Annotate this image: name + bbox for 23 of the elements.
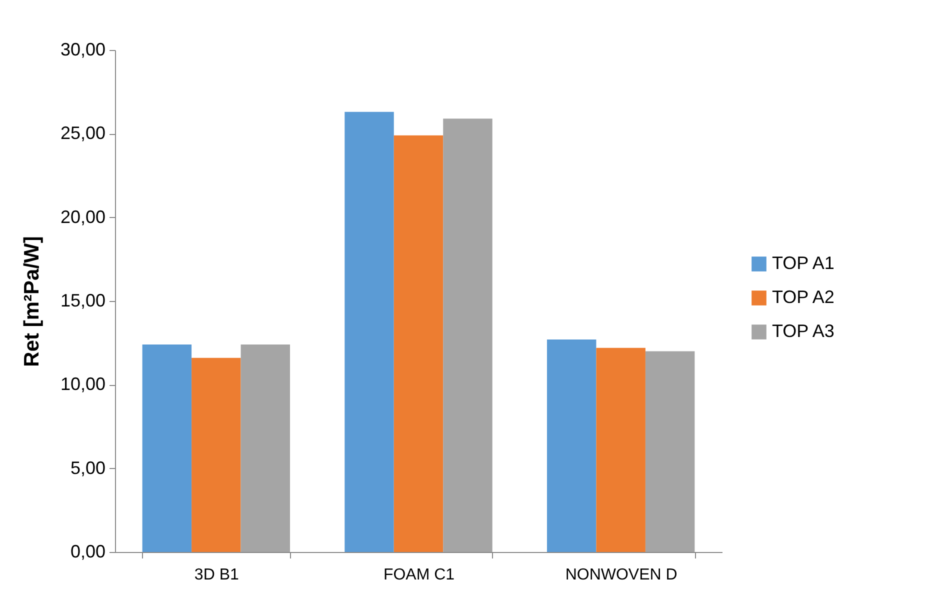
y-tick-label: 10,00 xyxy=(60,374,106,394)
bar xyxy=(443,118,492,552)
bar xyxy=(344,112,394,552)
bar xyxy=(240,344,290,552)
y-axis-title: Ret [m²Pa/W] xyxy=(20,236,44,367)
bar xyxy=(645,351,695,552)
legend-label: TOP A2 xyxy=(772,287,834,307)
bar xyxy=(142,344,192,552)
y-tick-label: 5,00 xyxy=(70,458,106,478)
legend-label: TOP A3 xyxy=(772,321,834,341)
bar xyxy=(192,358,241,552)
y-tick-label: 30,00 xyxy=(60,40,106,60)
y-tick-label: 0,00 xyxy=(70,542,106,562)
bar xyxy=(596,348,646,552)
bar xyxy=(546,339,596,552)
bar xyxy=(394,135,444,552)
y-tick-label: 15,00 xyxy=(60,290,106,310)
y-tick-label: 25,00 xyxy=(60,123,106,144)
x-tick-label: FOAM C1 xyxy=(383,566,455,584)
legend-label: TOP A1 xyxy=(772,253,834,273)
y-tick-label: 20,00 xyxy=(60,206,106,227)
x-tick-label: 3D B1 xyxy=(194,566,240,584)
x-tick-label: NONWOVEN D xyxy=(565,566,678,584)
